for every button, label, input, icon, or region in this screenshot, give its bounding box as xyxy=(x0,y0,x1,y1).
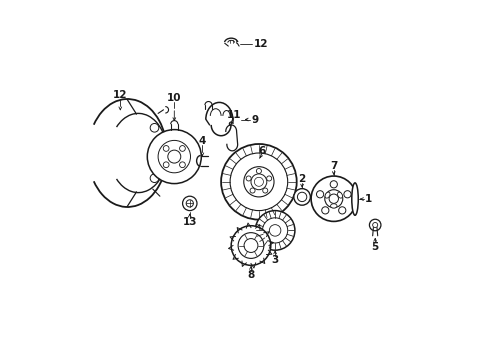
Circle shape xyxy=(324,190,342,208)
Circle shape xyxy=(256,168,261,174)
Text: 10: 10 xyxy=(167,93,181,103)
Circle shape xyxy=(328,194,338,203)
Circle shape xyxy=(186,200,193,207)
Circle shape xyxy=(321,207,328,214)
Circle shape xyxy=(316,191,323,198)
Circle shape xyxy=(231,226,270,265)
Text: 5: 5 xyxy=(371,242,378,252)
Text: 9: 9 xyxy=(250,114,258,125)
Circle shape xyxy=(297,192,306,202)
Circle shape xyxy=(238,233,264,258)
Circle shape xyxy=(167,150,181,163)
Circle shape xyxy=(372,222,377,228)
Text: 12: 12 xyxy=(253,39,267,49)
Text: 4: 4 xyxy=(198,136,205,147)
Circle shape xyxy=(343,191,350,198)
Circle shape xyxy=(338,207,345,214)
Text: 12: 12 xyxy=(113,90,127,100)
Circle shape xyxy=(293,189,310,205)
Ellipse shape xyxy=(330,204,336,208)
Circle shape xyxy=(250,174,266,190)
Circle shape xyxy=(262,218,287,243)
Circle shape xyxy=(255,211,294,250)
Circle shape xyxy=(245,176,251,181)
Ellipse shape xyxy=(351,183,358,215)
Circle shape xyxy=(329,181,337,188)
Text: 7: 7 xyxy=(329,161,337,171)
Ellipse shape xyxy=(337,192,342,198)
Text: 8: 8 xyxy=(247,270,254,280)
Circle shape xyxy=(163,162,169,168)
Circle shape xyxy=(266,176,271,181)
Circle shape xyxy=(249,188,255,193)
Circle shape xyxy=(269,225,280,236)
Circle shape xyxy=(179,162,185,168)
Circle shape xyxy=(310,176,356,221)
Circle shape xyxy=(182,196,197,211)
Text: 13: 13 xyxy=(182,217,197,227)
Text: 2: 2 xyxy=(298,174,305,184)
Text: 3: 3 xyxy=(271,255,278,265)
Text: 1: 1 xyxy=(364,194,371,204)
Text: 11: 11 xyxy=(226,110,241,120)
Circle shape xyxy=(244,167,273,197)
Circle shape xyxy=(147,130,201,184)
Text: 6: 6 xyxy=(258,146,265,156)
Circle shape xyxy=(230,153,287,211)
Circle shape xyxy=(221,144,296,220)
Circle shape xyxy=(158,140,190,173)
Circle shape xyxy=(368,219,380,231)
Circle shape xyxy=(262,188,267,193)
Ellipse shape xyxy=(325,192,329,198)
Circle shape xyxy=(244,239,257,252)
Circle shape xyxy=(150,123,159,132)
Circle shape xyxy=(179,145,185,151)
Circle shape xyxy=(163,145,169,151)
Circle shape xyxy=(150,174,159,183)
